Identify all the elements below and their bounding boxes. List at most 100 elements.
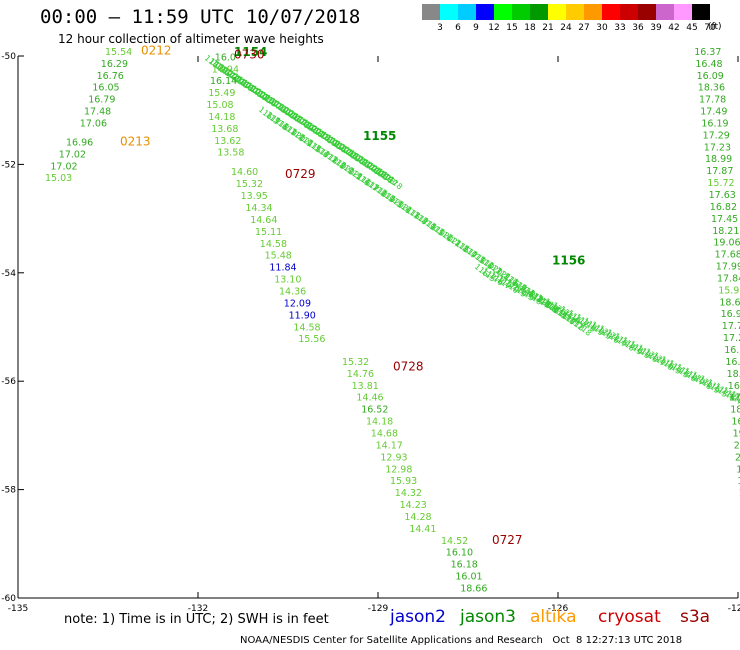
legend-swatch <box>656 4 674 20</box>
swh-value: 16.09 <box>697 71 724 82</box>
swh-value: 15.03 <box>45 173 72 184</box>
legend-swatch <box>584 4 602 20</box>
legend-swatch <box>494 4 512 20</box>
swh-value: 15.72 <box>707 178 734 189</box>
swath-label: 1156 <box>552 254 585 268</box>
swh-value: 14.64 <box>250 215 277 226</box>
swh-value: 14.58 <box>260 239 287 250</box>
legend-swatch-label: 27 <box>578 23 590 33</box>
swh-value: 14.17 <box>376 440 403 451</box>
swh-value: 14.52 <box>441 536 468 547</box>
swh-value: 14.23 <box>400 500 427 511</box>
swh-value: 13.81 <box>352 381 379 392</box>
pass-time-label: 0212 <box>141 43 172 57</box>
legend-s3a: s3a <box>680 607 711 627</box>
legend-swatch-label: 30 <box>596 23 608 33</box>
swh-value: 14.46 <box>356 393 383 404</box>
pass-time-label: 0727 <box>492 533 523 547</box>
swh-value: 16.37 <box>694 47 721 58</box>
legend-swatch <box>620 4 638 20</box>
swh-value: 16.29 <box>101 59 128 70</box>
swh-value: 18.43 <box>736 464 740 475</box>
swh-value: 14.58 <box>293 322 320 333</box>
legend-swatch <box>566 4 584 20</box>
swh-value: 16.82 <box>710 202 737 213</box>
legend-swatch <box>440 4 458 20</box>
legend-swatch-label: 21 <box>542 23 554 33</box>
swh-value: 16.14 <box>210 76 237 87</box>
swh-value: 20.53 <box>735 452 740 463</box>
swh-value: 17.24 <box>723 333 740 344</box>
swh-value: 14.34 <box>245 203 272 214</box>
legend-swatch-label: 33 <box>614 23 626 33</box>
swh-value: 13.62 <box>214 136 241 147</box>
swh-value: 14.60 <box>231 167 258 178</box>
y-tick-label: -54 <box>1 269 16 279</box>
swath-label: 1154 <box>234 45 267 59</box>
swh-value: 15.54 <box>105 47 132 58</box>
swh-value: 14.18 <box>208 112 235 123</box>
swh-value: 17.68 <box>715 250 740 261</box>
swh-value: 18.36 <box>698 83 725 94</box>
swh-value: 17.29 <box>703 130 730 141</box>
swath-label: 1155 <box>363 129 396 143</box>
x-tick-label: -135 <box>8 604 28 614</box>
swh-value: 19.86 <box>733 428 740 439</box>
swh-value: 15.48 <box>265 251 292 262</box>
swh-value: 14.18 <box>366 417 393 428</box>
legend-swatch <box>512 4 530 20</box>
swh-value: 12.98 <box>385 464 412 475</box>
pass-time-label: 0729 <box>285 167 316 181</box>
swh-value: 16.48 <box>725 357 740 368</box>
swh-value: 18.99 <box>705 154 732 165</box>
swh-value: 20.90 <box>734 440 740 451</box>
legend-swatch-label: 39 <box>650 23 662 33</box>
swh-value: 13.95 <box>241 191 268 202</box>
swh-value: 15.11 <box>255 227 282 238</box>
y-tick-label: -60 <box>1 594 16 604</box>
swh-value: 17.23 <box>704 142 731 153</box>
legend-swatch-label: 12 <box>488 23 500 33</box>
swh-value: 16.10 <box>446 548 473 559</box>
swh-value: 17.06 <box>80 118 107 129</box>
y-tick-label: -52 <box>1 160 16 170</box>
swh-value: 16.05 <box>92 83 119 94</box>
swh-value: 18.30 <box>730 405 740 416</box>
swh-value: 17.63 <box>709 190 736 201</box>
footnote: note: 1) Time is in UTC; 2) SWH is in fe… <box>64 612 329 627</box>
swh-value: 15.32 <box>342 357 369 368</box>
swh-value: 18.84 <box>727 369 740 380</box>
swath-mark: 118 <box>387 175 404 192</box>
swh-value: 18.03 <box>739 488 740 499</box>
legend-jason3: jason3 <box>460 607 516 627</box>
swh-value: 17.49 <box>700 107 727 118</box>
swh-value: 12.93 <box>380 452 407 463</box>
swh-value: 14.36 <box>279 286 306 297</box>
legend-swatch <box>422 4 440 20</box>
swh-value: 18.21 <box>712 226 739 237</box>
swh-value: 12.09 <box>284 298 311 309</box>
legend-cryosat: cryosat <box>598 607 661 627</box>
legend-swatch-label: 45 <box>686 23 698 33</box>
swh-value: 16.96 <box>66 137 93 148</box>
source-credit: NOAA/NESDIS Center for Satellite Applica… <box>240 635 683 646</box>
swh-value: 15.91 <box>718 285 740 296</box>
swh-value: 14.28 <box>404 512 431 523</box>
swh-value: 14.41 <box>409 524 436 535</box>
swh-value: 13.10 <box>274 275 301 286</box>
swh-value: 15.49 <box>208 88 235 99</box>
y-tick-label: -56 <box>1 377 16 387</box>
legend-swatch-label: 42 <box>668 23 680 33</box>
swath-mark: 120 <box>736 393 740 410</box>
swh-value: 17.02 <box>50 161 77 172</box>
swh-value: 11.84 <box>269 263 296 274</box>
legend-jason2: jason2 <box>390 607 446 627</box>
legend-swatch <box>602 4 620 20</box>
swh-value: 15.32 <box>236 179 263 190</box>
swh-value: 17.45 <box>711 214 738 225</box>
legend-swatch <box>530 4 548 20</box>
legend-swatch-label: 18 <box>524 23 536 33</box>
x-tick-label: -123 <box>728 604 740 614</box>
swh-value: 17.02 <box>59 149 86 160</box>
swh-value: 13.68 <box>211 124 238 135</box>
